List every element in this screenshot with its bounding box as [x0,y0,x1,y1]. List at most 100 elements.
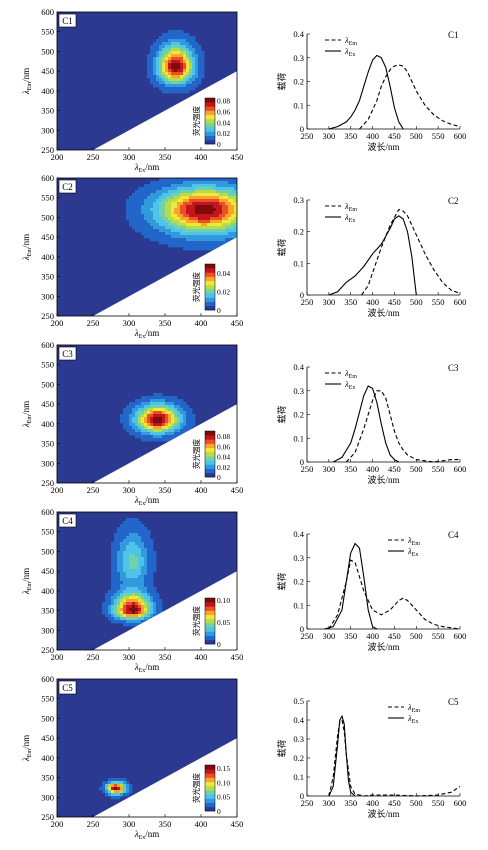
contour-cell [147,220,151,224]
contour-cell [126,605,130,609]
colorbar-swatch [205,293,215,298]
contour-cell [156,42,160,46]
contour-cell [156,205,160,209]
y-tick-label: 0 [300,791,304,801]
contour-cell [138,524,142,528]
contour-cell [228,184,232,188]
contour-cell [135,202,139,206]
contour-cell [192,45,196,49]
contour-cell [234,229,237,233]
contour-cell [132,420,136,424]
contour-cell [189,69,193,73]
contour-cell [213,208,217,212]
contour-cell [174,178,178,182]
contour-cell [111,602,115,606]
contour-cell [195,45,199,49]
contour-cell [138,423,142,427]
contour-cell [165,42,169,46]
contour-cell [150,220,154,224]
contour-cell [150,575,154,579]
contour-cell [117,581,121,585]
contour-cell [129,214,133,218]
contour-cell [132,193,136,197]
contour-cell [198,214,202,218]
contour-cell [204,205,208,209]
contour-cell [141,620,145,624]
contour-cell [162,217,166,221]
contour-cell [150,235,154,239]
contour-cell [186,241,190,245]
contour-cell [177,214,181,218]
contour-cell [111,575,115,579]
colorbar-swatch [205,431,215,436]
contour-cell [147,554,151,558]
contour-cell [144,396,148,400]
contour-cell [147,63,151,67]
contour-cell [138,614,142,618]
contour-cell [198,184,202,188]
contour-cell [129,524,133,528]
contour-cell [228,181,232,185]
contour-cell [159,599,163,603]
contour-cell [153,202,157,206]
contour-cell [168,396,172,400]
contour-cell [234,190,237,194]
contour-cell [144,590,148,594]
y-tick-label: 250 [41,145,54,155]
x-tick-label: 450 [231,485,244,495]
contour-cell [111,796,115,800]
contour-cell [117,533,121,537]
contour-cell [123,605,127,609]
contour-cell [108,608,112,612]
contour-cell [174,426,178,430]
x-tick-label: 450 [388,297,401,307]
contour-cell [159,66,163,70]
contour-cell [129,411,133,415]
contour-cell [159,611,163,615]
contour-cell [192,202,196,206]
contour-cell [144,235,148,239]
contour-cell [141,533,145,537]
colorbar-tick-label: 0.10 [217,596,230,605]
contour-cell [144,596,148,600]
contour-cell [129,620,133,624]
contour-cell [132,596,136,600]
contour-cell [174,238,178,242]
contour-cell [225,187,229,191]
contour-cell [150,557,154,561]
contour-cell [138,572,142,576]
contour-cell [198,69,202,73]
y-tick-label: 0.3 [293,386,304,396]
contour-cell [129,223,133,227]
y-tick-label: 300 [41,458,54,468]
contour-cell [141,414,145,418]
contour-cell [144,426,148,430]
contour-cell [150,238,154,242]
contour-cell [141,575,145,579]
contour-cell [153,45,157,49]
x-tick-label: 400 [366,631,379,641]
contour-cell [114,551,118,555]
contour-cell [165,184,169,188]
contour-cell [129,420,133,424]
contour-cell [210,199,214,203]
contour-cell [159,223,163,227]
contour-cell [153,411,157,415]
contour-cell [171,429,175,433]
plot-frame [56,678,238,818]
contour-cell [111,581,115,585]
contour-cell [132,408,136,412]
colorbar-swatch [205,802,215,808]
contour-cell [192,199,196,203]
contour-cell [135,584,139,588]
contour-cell [138,411,142,415]
contour-cell [153,569,157,573]
contour-cell [165,178,169,182]
contour-cell [183,60,187,64]
contour-cell [216,241,220,245]
contour-cell [171,48,175,52]
contour-cell [174,229,178,233]
colorbar-swatch [205,777,215,783]
